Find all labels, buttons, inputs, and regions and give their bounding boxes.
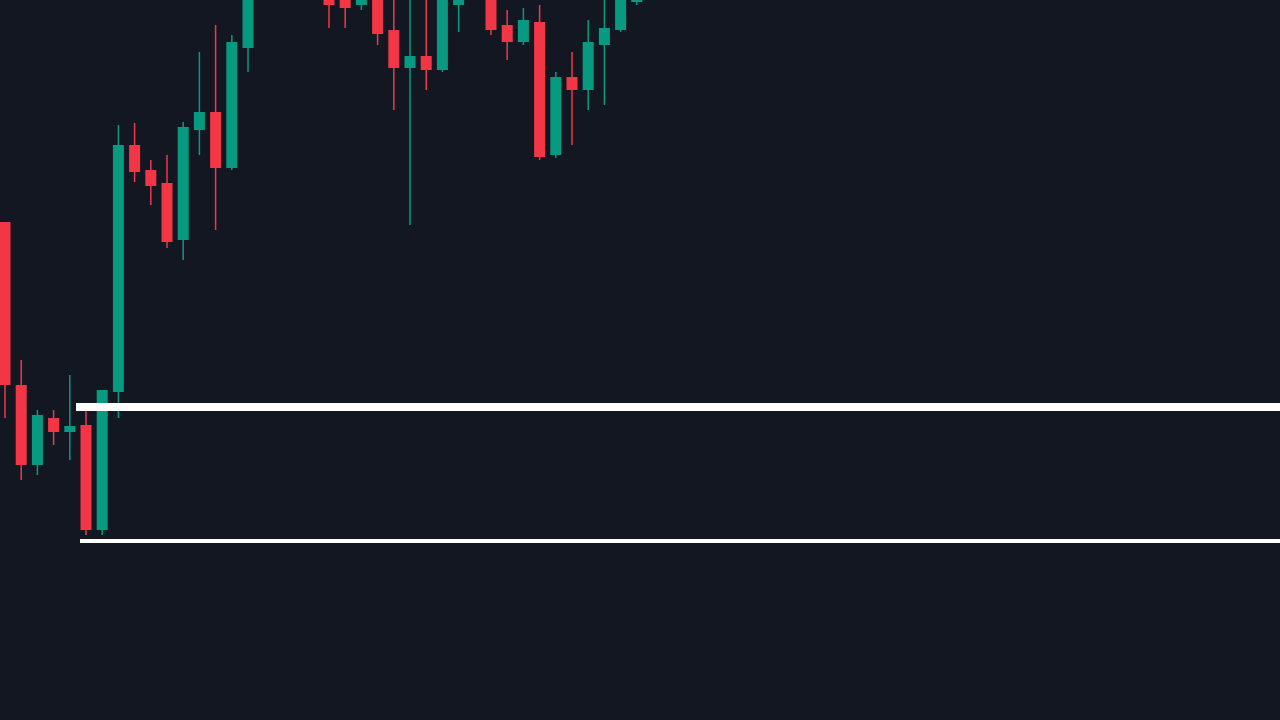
- candle-body: [80, 425, 92, 530]
- candle-body: [420, 56, 432, 70]
- candle-body: [226, 42, 238, 168]
- candle-body: [485, 0, 497, 30]
- candle-body: [145, 170, 157, 186]
- candle-body: [404, 56, 416, 68]
- candle-body: [161, 183, 173, 242]
- candle-body: [566, 77, 578, 90]
- candle-body: [534, 22, 546, 157]
- candle-body: [48, 418, 60, 432]
- candle-body: [15, 385, 27, 465]
- candle-body: [210, 112, 222, 168]
- candle-body: [517, 20, 529, 42]
- candle-body: [31, 415, 43, 465]
- candle-body: [339, 0, 351, 8]
- candle-body: [242, 0, 254, 48]
- candle-body: [453, 0, 465, 5]
- candle-body: [582, 42, 594, 90]
- candle-body: [177, 127, 189, 240]
- candle-body: [615, 0, 627, 30]
- candle-body: [372, 0, 384, 34]
- candle-body: [0, 222, 11, 385]
- candle-body: [96, 390, 108, 530]
- candle-body: [129, 145, 141, 172]
- candle-body: [388, 30, 400, 68]
- candle-body: [631, 0, 643, 2]
- candle-body: [501, 25, 513, 42]
- candle-body: [355, 0, 367, 5]
- candle-body: [193, 112, 205, 130]
- candle-body: [598, 28, 610, 45]
- candle-body: [323, 0, 335, 5]
- candle-body: [550, 77, 562, 155]
- candle-body: [112, 145, 124, 392]
- candle-body: [64, 426, 76, 432]
- candle-body: [436, 0, 448, 70]
